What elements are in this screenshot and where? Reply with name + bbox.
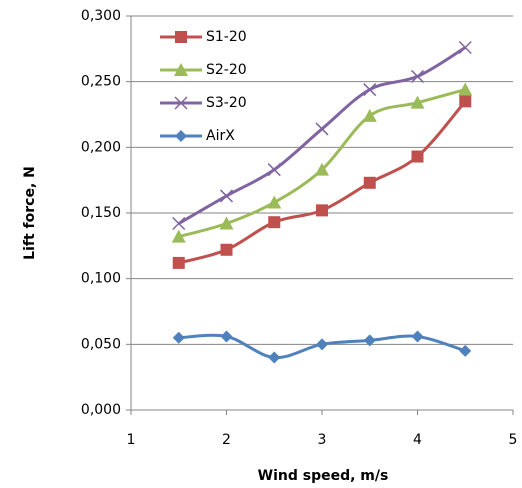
y-tick-label: 0,050 bbox=[81, 336, 121, 352]
marker bbox=[410, 69, 425, 83]
marker bbox=[219, 189, 234, 203]
marker bbox=[411, 150, 424, 163]
legend-label: S1-20 bbox=[206, 29, 247, 45]
marker bbox=[315, 162, 329, 176]
marker bbox=[458, 82, 473, 96]
marker bbox=[220, 330, 233, 343]
y-tick-label: 0,250 bbox=[81, 74, 121, 90]
x-tick-label: 2 bbox=[222, 432, 231, 448]
marker bbox=[220, 243, 233, 256]
marker bbox=[268, 351, 281, 364]
legend-label: S2-20 bbox=[206, 62, 247, 78]
marker bbox=[363, 83, 377, 97]
legend-label: S3-20 bbox=[206, 95, 247, 111]
y-axis-title: Lift force, N bbox=[22, 166, 38, 260]
legend-marker bbox=[174, 63, 188, 76]
marker bbox=[171, 229, 186, 243]
marker bbox=[172, 331, 185, 344]
marker bbox=[459, 344, 472, 357]
marker bbox=[411, 330, 424, 343]
marker bbox=[267, 195, 282, 209]
y-tick-label: 0,000 bbox=[81, 402, 121, 418]
legend-label: AirX bbox=[206, 128, 235, 144]
marker bbox=[363, 176, 376, 189]
marker bbox=[362, 108, 377, 122]
marker bbox=[316, 338, 328, 351]
marker bbox=[410, 95, 425, 109]
x-tick-label: 1 bbox=[127, 432, 136, 448]
y-tick-label: 0,100 bbox=[81, 271, 121, 287]
marker bbox=[172, 256, 185, 269]
marker bbox=[315, 122, 329, 136]
y-tick-label: 0,300 bbox=[81, 8, 121, 24]
marker bbox=[459, 95, 472, 108]
x-tick-label: 3 bbox=[318, 432, 327, 448]
marker bbox=[458, 40, 472, 55]
legend-marker bbox=[175, 31, 187, 43]
legend: S1-20 S2-20 S3-20 AirX bbox=[160, 29, 247, 144]
x-tick-label: 4 bbox=[413, 432, 422, 448]
series-line bbox=[178, 100, 467, 265]
y-tick-label: 0,150 bbox=[81, 205, 121, 221]
marker bbox=[172, 216, 186, 231]
legend-marker bbox=[175, 130, 187, 142]
marker bbox=[316, 204, 328, 217]
y-tick-label: 0,200 bbox=[81, 139, 121, 155]
marker bbox=[267, 163, 281, 177]
legend-marker bbox=[174, 96, 188, 110]
marker bbox=[363, 334, 376, 347]
marker bbox=[219, 216, 234, 230]
marker bbox=[268, 216, 281, 229]
x-axis-title: Wind speed, m/s bbox=[258, 468, 389, 484]
x-tick-label: 5 bbox=[509, 432, 518, 448]
